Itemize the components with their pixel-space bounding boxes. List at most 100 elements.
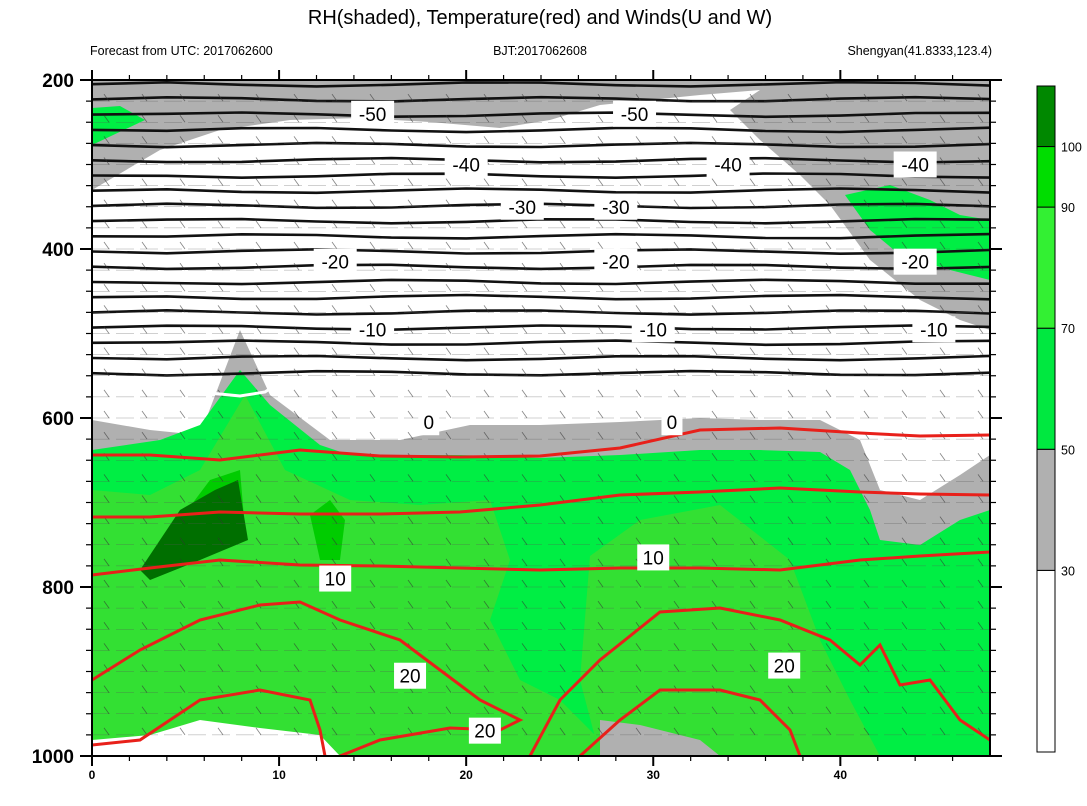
wind-barb xyxy=(369,157,376,165)
contour-label-text: -30 xyxy=(602,198,629,219)
wind-barb xyxy=(597,537,604,545)
wind-barb xyxy=(331,643,338,651)
temperature-contour-red-20-west xyxy=(92,600,524,756)
wind-barb xyxy=(787,706,794,714)
wind-barb xyxy=(711,220,718,229)
contour-label: -50 xyxy=(351,100,395,127)
wind-barb xyxy=(293,178,300,186)
colorbar-band xyxy=(1036,327,1056,450)
colorbar-tick-label: 30 xyxy=(1061,564,1075,578)
wind-barb xyxy=(673,558,680,567)
wind-barb xyxy=(255,368,262,376)
wind-barb xyxy=(825,579,832,588)
wind-barb xyxy=(293,326,300,334)
wind-barb xyxy=(369,368,376,376)
wind-barb xyxy=(331,136,338,144)
contour-label-box xyxy=(661,409,683,436)
wind-barb xyxy=(711,199,718,207)
wind-barb xyxy=(255,178,262,186)
wind-barb xyxy=(293,579,300,588)
temperature-contour-black xyxy=(92,293,990,301)
wind-barb xyxy=(141,347,148,355)
wind-barb xyxy=(749,262,756,271)
wind-barb xyxy=(179,685,186,693)
wind-barb xyxy=(521,600,528,609)
temperature-contour-black xyxy=(92,80,990,88)
wind-barb xyxy=(977,368,984,376)
contour-label-box xyxy=(893,151,937,178)
wind-barb xyxy=(217,706,224,714)
wind-barb xyxy=(711,326,718,334)
wind-barb xyxy=(711,474,718,482)
wind-barb xyxy=(787,326,794,334)
wind-barb xyxy=(445,410,452,419)
wind-barb xyxy=(559,199,566,207)
temperature-contour-black xyxy=(92,247,990,256)
temperature-contour-black xyxy=(92,95,990,103)
wind-barb xyxy=(711,495,718,503)
wind-barb xyxy=(749,643,756,651)
wind-barb xyxy=(369,389,376,398)
wind-barb xyxy=(141,558,148,567)
wind-barb xyxy=(673,368,680,376)
wind-barb xyxy=(217,495,224,503)
contour-label-text: -20 xyxy=(901,253,928,274)
wind-barb xyxy=(673,305,680,313)
wind-barb xyxy=(673,136,680,144)
colorbar-band xyxy=(1036,448,1056,571)
wind-barb xyxy=(635,157,642,165)
wind-barb xyxy=(103,495,110,503)
wind-barb xyxy=(179,93,186,102)
wind-barb xyxy=(141,115,148,123)
wind-barb xyxy=(369,220,376,229)
wind-barb xyxy=(711,347,718,355)
wind-barb xyxy=(559,410,566,419)
wind-barb xyxy=(939,241,946,250)
wind-barb xyxy=(179,178,186,186)
wind-barb xyxy=(483,241,490,250)
wind-barb xyxy=(141,664,148,672)
wind-barb xyxy=(559,474,566,482)
wind-barb xyxy=(483,389,490,398)
y-tick-label: 1000 xyxy=(32,747,74,768)
wind-barb xyxy=(901,664,908,672)
wind-barb xyxy=(255,115,262,123)
wind-barb xyxy=(179,516,186,524)
wind-barb xyxy=(331,326,338,334)
wind-barb xyxy=(673,157,680,165)
wind-barb xyxy=(635,516,642,524)
wind-barb xyxy=(749,178,756,186)
wind-barb xyxy=(901,115,908,123)
wind-barb xyxy=(673,579,680,588)
wind-barb xyxy=(483,368,490,376)
wind-barb xyxy=(521,326,528,334)
wind-barb xyxy=(369,600,376,609)
wind-barb xyxy=(901,579,908,588)
wind-barb xyxy=(217,220,224,229)
wind-barb xyxy=(787,347,794,355)
contour-label-text: 0 xyxy=(667,413,678,434)
wind-barb xyxy=(179,389,186,398)
temperature-contour-black xyxy=(92,339,990,347)
wind-barb xyxy=(103,537,110,545)
colorbar-band xyxy=(1036,85,1056,148)
temperature-contour-red-20-loop xyxy=(92,688,327,756)
wind-barb xyxy=(141,495,148,503)
wind-barb xyxy=(521,305,528,313)
wind-barb xyxy=(217,622,224,630)
wind-barb xyxy=(103,389,110,398)
wind-barb xyxy=(825,474,832,482)
wind-barb xyxy=(179,199,186,207)
contour-label: -40 xyxy=(706,151,750,178)
wind-barb xyxy=(141,600,148,609)
wind-barb xyxy=(711,284,718,292)
wind-barb xyxy=(483,93,490,102)
wind-barb xyxy=(635,474,642,482)
wind-barb xyxy=(939,93,946,102)
wind-barb xyxy=(863,284,870,292)
wind-barb xyxy=(407,537,414,545)
wind-barb xyxy=(749,115,756,123)
wind-barb xyxy=(749,431,756,440)
wind-barb xyxy=(331,199,338,207)
wind-barb xyxy=(217,347,224,355)
